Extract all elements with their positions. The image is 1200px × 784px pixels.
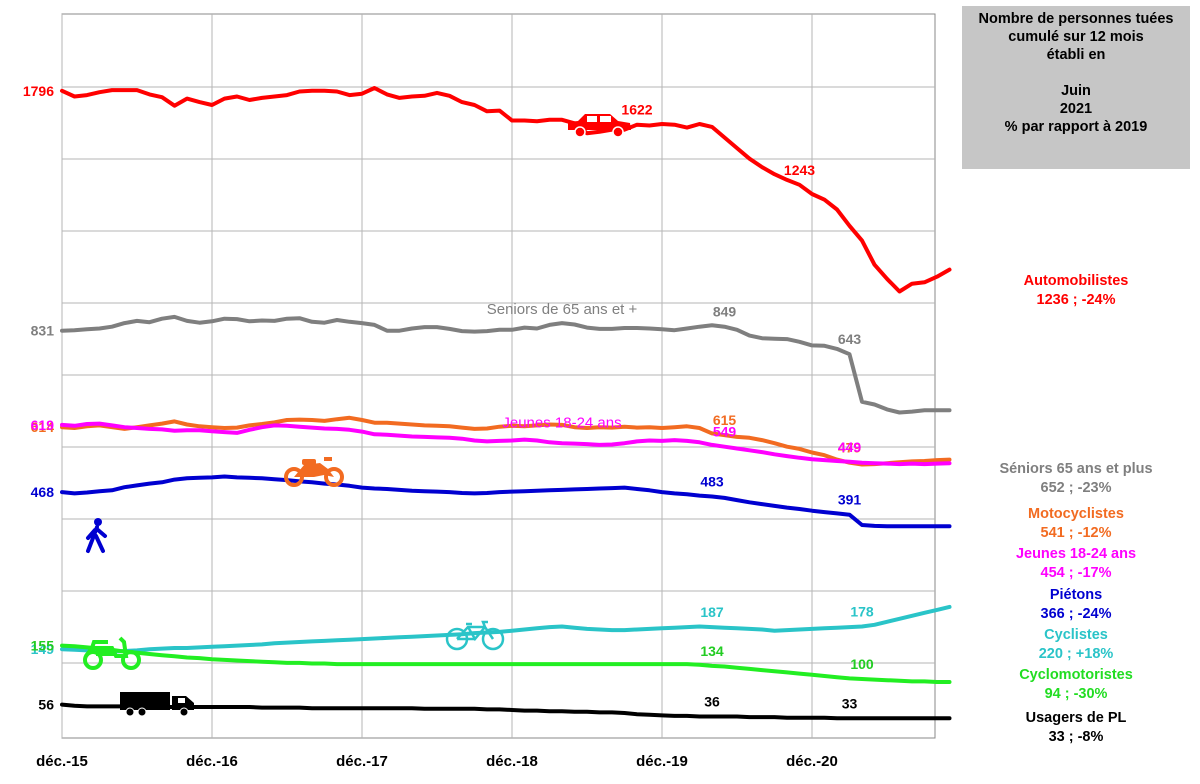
legend-value: 220 ; +18% [1038, 646, 1114, 662]
motorcycle-icon [284, 457, 344, 487]
legend-pietons: Piétons 366 ; -24% [962, 586, 1190, 624]
legend-name: Motocyclistes [1028, 506, 1124, 522]
data-label: 449 [838, 439, 862, 455]
info-line: cumulé sur 12 mois [1008, 29, 1144, 45]
legend-usagers-pl: Usagers de PL 33 ; -8% [962, 709, 1190, 747]
data-label: 1622 [621, 102, 652, 118]
legend-seniors: Séniors 65 ans et plus 652 ; -23% [962, 460, 1190, 498]
legend-cyclomotoristes: Cyclomotoristes 94 ; -30% [962, 666, 1190, 704]
data-label: 849 [713, 304, 737, 320]
data-label: 468 [31, 484, 55, 500]
legend-name: Piétons [1049, 587, 1103, 603]
legend-name: Jeunes 18-24 ans [1015, 546, 1137, 562]
series-line-3 [60, 421, 952, 467]
car-icon [568, 114, 631, 138]
data-label: 178 [850, 604, 874, 620]
data-label: 831 [31, 323, 55, 339]
legend-automobilistes: Automobilistes 1236 ; -24% [962, 272, 1190, 310]
data-label: 149 [31, 641, 55, 657]
info-line: Juin [1061, 83, 1091, 99]
labels-layer: 1796 1622 1243 831 849 643 614 615 479 619 549 449 4… [23, 83, 874, 713]
bicycle-icon [445, 620, 505, 651]
legend-name: Usagers de PL [1025, 710, 1127, 726]
info-line: 2021 [1059, 101, 1093, 117]
data-label: 187 [700, 604, 724, 620]
info-line: Nombre de personnes tuées [978, 11, 1174, 27]
data-label: 100 [850, 656, 874, 672]
chart-grid [61, 13, 936, 739]
series-line-2 [60, 415, 952, 467]
x-tick-label: déc.-16 [186, 753, 238, 770]
x-axis: déc.-15 déc.-16 déc.-17 déc.-18 déc.-19 déc.-… [36, 753, 838, 770]
data-label: 134 [700, 643, 724, 659]
series-line-1 [60, 314, 952, 415]
legend-name: Cyclistes [1044, 627, 1108, 643]
data-label: 155 [31, 638, 55, 654]
data-label: 391 [838, 492, 862, 508]
data-label: 549 [713, 424, 737, 440]
legend-value: 33 ; -8% [1048, 729, 1104, 745]
series-line-5 [60, 604, 952, 654]
x-tick-label: déc.-17 [336, 753, 388, 770]
info-box: Nombre de personnes tuées cumulé sur 12 … [962, 6, 1190, 169]
series-line-4 [60, 474, 952, 529]
data-label: 619 [31, 417, 55, 433]
series-line-6 [60, 643, 952, 684]
x-tick-label: déc.-20 [786, 753, 838, 770]
series-line-0 [60, 86, 952, 294]
legend-cyclistes: Cyclistes 220 ; +18% [962, 626, 1190, 664]
data-label: 33 [842, 695, 858, 711]
series-annotation: Seniors de 65 ans et + [487, 301, 638, 318]
data-label: 36 [704, 694, 720, 710]
pedestrian-icon [86, 518, 107, 553]
info-line: % par rapport à 2019 [1004, 119, 1148, 135]
x-tick-label: déc.-19 [636, 753, 688, 770]
data-label: 483 [700, 474, 724, 490]
legend-value: 652 ; -23% [1040, 480, 1112, 496]
data-label: 615 [713, 412, 737, 428]
series-layer [60, 86, 952, 721]
legend-name: Séniors 65 ans et plus [999, 461, 1153, 477]
data-label: 1243 [784, 162, 815, 178]
moped-icon [83, 636, 141, 670]
legend-jeunes: Jeunes 18-24 ans 454 ; -17% [962, 545, 1190, 583]
info-line [968, 64, 1184, 82]
x-tick-label: déc.-18 [486, 753, 538, 770]
data-label: 1796 [23, 83, 54, 99]
series-annotation: Jeunes 18-24 ans [502, 414, 621, 431]
legend-value: 454 ; -17% [1040, 565, 1112, 581]
legend-name: Automobilistes [1023, 273, 1129, 289]
info-line: établi en [1046, 47, 1106, 63]
data-label: 479 [838, 440, 862, 456]
data-label: 643 [838, 331, 862, 347]
data-label: 56 [38, 697, 54, 713]
data-label: 614 [31, 419, 55, 435]
series-line-7 [60, 702, 952, 721]
icons-layer [83, 114, 631, 717]
legend-value: 366 ; -24% [1040, 606, 1112, 622]
legend-value: 541 ; -12% [1040, 525, 1112, 541]
legend-name: Cyclomotoristes [1019, 667, 1133, 683]
truck-icon [120, 692, 194, 717]
x-tick-label: déc.-15 [36, 753, 88, 770]
legend-value: 94 ; -30% [1044, 686, 1108, 702]
legend-motocyclistes: Motocyclistes 541 ; -12% [962, 505, 1190, 543]
legend-value: 1236 ; -24% [1036, 292, 1116, 308]
